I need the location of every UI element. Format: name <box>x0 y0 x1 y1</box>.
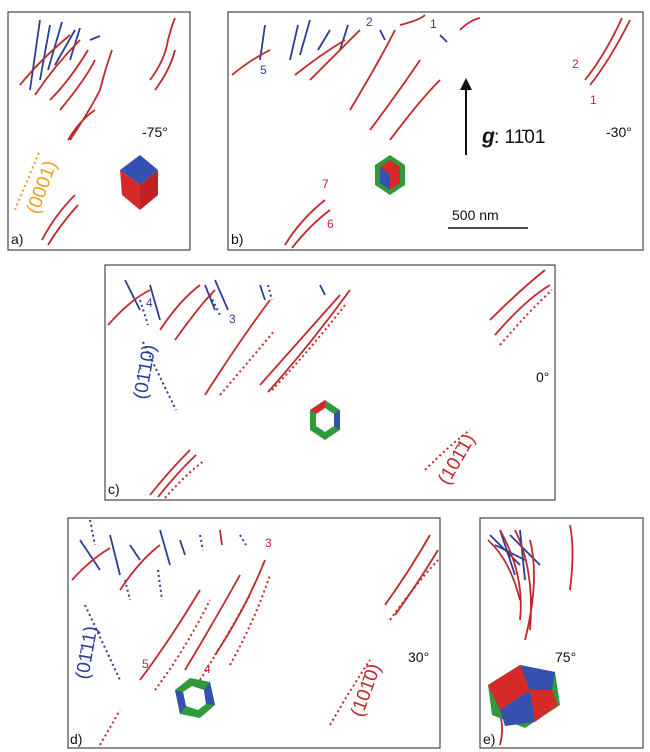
marker: 3 <box>229 312 236 326</box>
marker: 2 <box>572 57 579 71</box>
panel-label: e) <box>483 731 495 747</box>
marker: 4 <box>204 662 211 676</box>
panel-frame <box>68 518 440 748</box>
dislocation-lines <box>232 15 630 248</box>
scale-label: 500 nm <box>452 207 499 223</box>
marker: 1 <box>590 93 597 107</box>
plane-label: (101̄0) <box>347 661 386 720</box>
marker: 3 <box>265 536 272 550</box>
plane-label: (01̄10) <box>130 343 160 401</box>
panel-frame <box>105 265 555 500</box>
plane-label: (0001) <box>23 158 62 217</box>
angle-label: -30° <box>606 124 632 140</box>
angle-label: 0° <box>536 369 549 385</box>
dislocation-lines <box>108 270 552 498</box>
dislocation-lines <box>488 525 573 745</box>
marker: 5 <box>142 657 149 671</box>
marker: 4 <box>146 296 153 310</box>
g-index: : 11̄01 <box>494 127 545 148</box>
plane-label: (01̄11) <box>72 625 102 681</box>
marker: 7 <box>322 177 329 191</box>
panel-label: b) <box>231 231 243 247</box>
marker: 1 <box>430 17 437 31</box>
panel-label: c) <box>108 481 120 497</box>
figure: a) -75° (0001) b) -30° g : 11̄01 500 nm … <box>0 0 650 752</box>
marker: 6 <box>327 217 334 231</box>
angle-label: 30° <box>408 649 429 665</box>
marker: 2 <box>366 15 373 29</box>
panel-label: a) <box>11 231 23 247</box>
panel-label: d) <box>70 731 82 747</box>
g-vector: g <box>481 125 495 148</box>
angle-label: -75° <box>142 124 168 140</box>
angle-label: 75° <box>555 649 576 665</box>
marker: 5 <box>260 63 267 77</box>
plane-label: (101̄1) <box>434 430 480 488</box>
panel-frame <box>228 12 643 250</box>
dislocation-lines <box>72 520 438 745</box>
